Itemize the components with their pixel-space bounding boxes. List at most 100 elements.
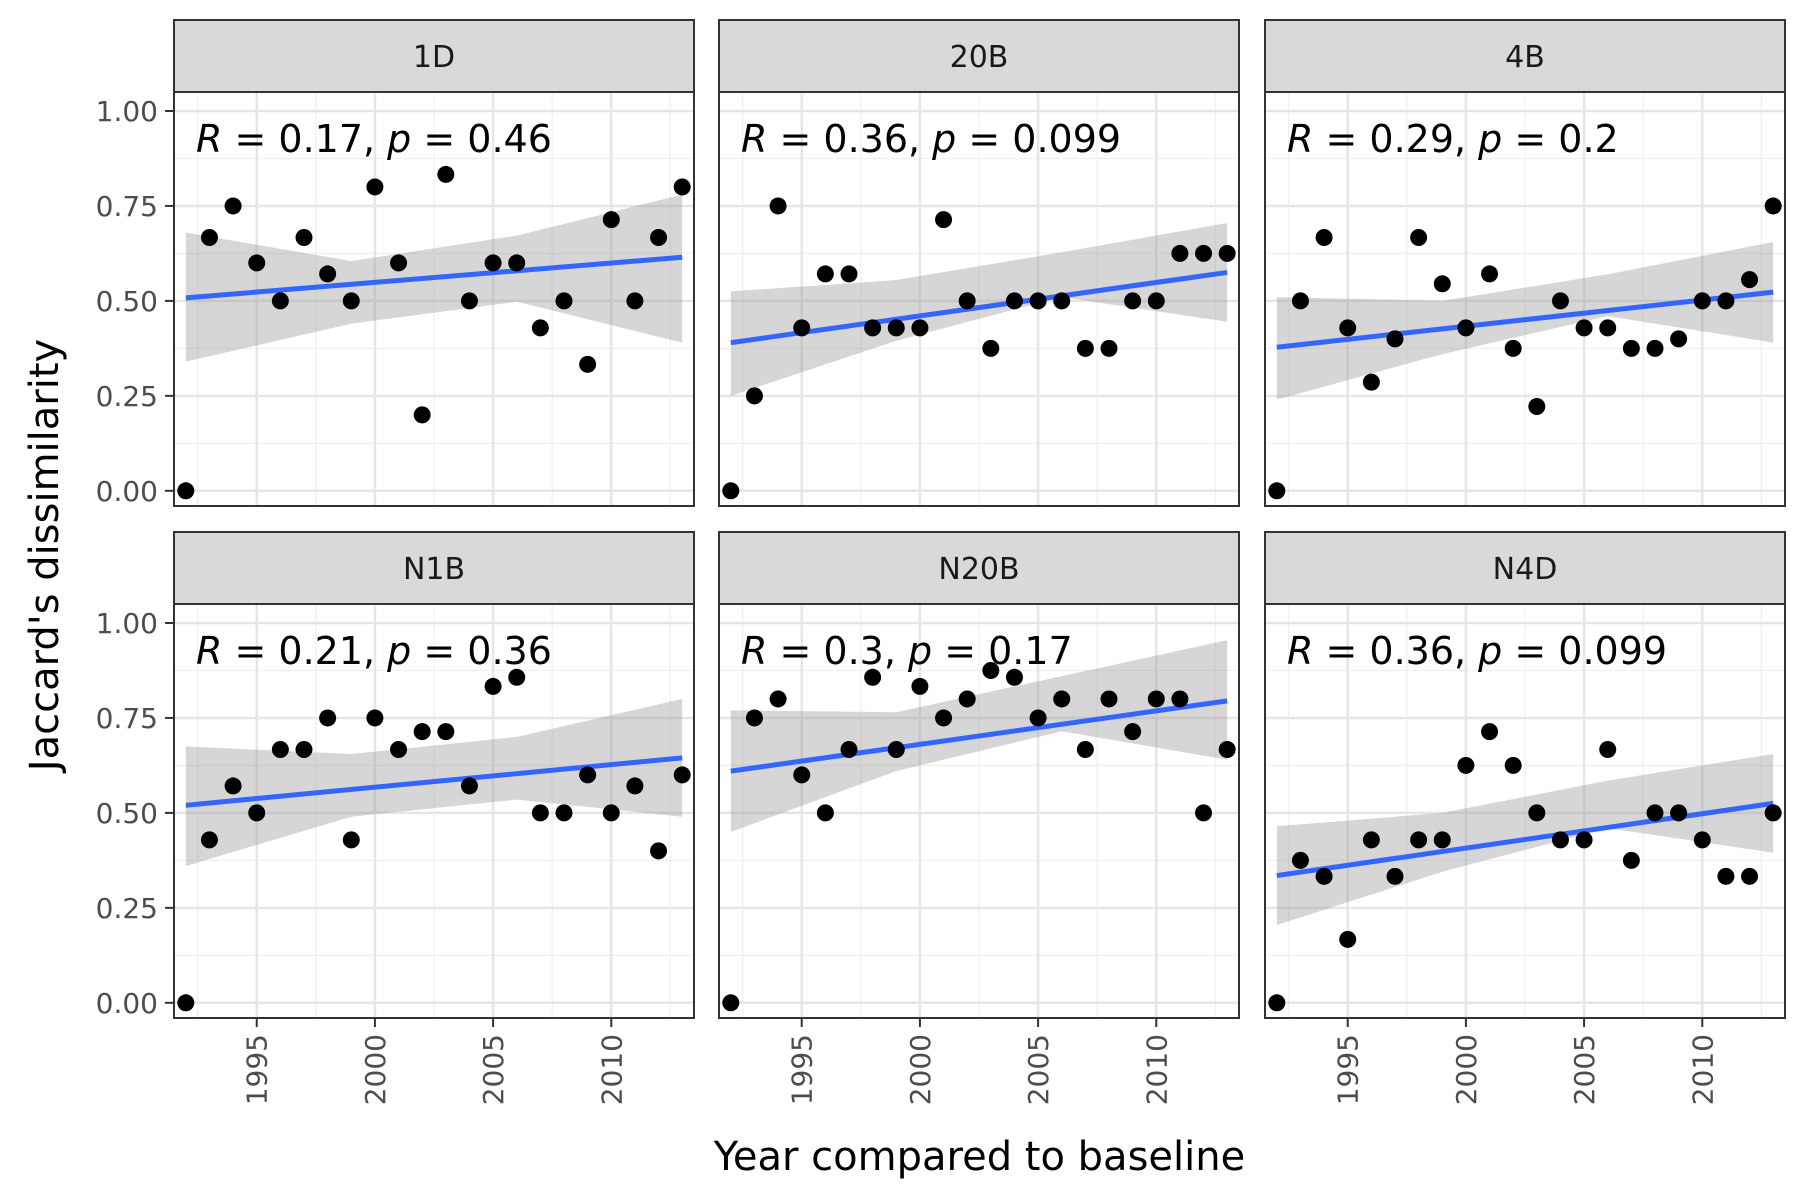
x-tick-label: 2000 (1450, 1034, 1483, 1105)
data-point (366, 709, 384, 727)
data-point (1291, 851, 1309, 869)
data-point (1575, 831, 1593, 849)
data-point (319, 265, 337, 283)
panel-4b: 4B R = 0.29, p = 0.2 (1264, 19, 1786, 507)
y-tick-label: 0.50 (96, 797, 158, 830)
data-point (769, 197, 787, 215)
annotation-value: = 0.2 (1502, 117, 1618, 161)
data-point (295, 740, 313, 758)
data-point (460, 777, 478, 795)
correlation-annotation: R = 0.17, p = 0.46 (196, 117, 552, 161)
data-point (1053, 690, 1071, 708)
y-tick-label: 0.00 (96, 475, 158, 508)
data-point (224, 777, 242, 795)
data-point (1029, 292, 1047, 310)
panel-n4d: N4D R = 0.36, p = 0.099 1995 2000 2005 2010 (1264, 531, 1786, 1105)
data-point (413, 406, 431, 424)
y-tick-label: 0.50 (96, 285, 158, 318)
x-tick-label: 2010 (595, 1034, 628, 1105)
data-point (1005, 292, 1023, 310)
data-point (342, 831, 360, 849)
annotation-value: = 0.36 (411, 629, 552, 673)
data-point (1481, 265, 1499, 283)
data-point (460, 292, 478, 310)
data-point (319, 709, 337, 727)
data-point (1124, 292, 1142, 310)
data-point (1218, 244, 1236, 262)
data-point (1268, 994, 1286, 1012)
data-point (864, 668, 882, 686)
data-point (1124, 723, 1142, 741)
annotation-value: = 0.36, (1313, 629, 1478, 673)
annotation-symbol: p (386, 117, 411, 161)
data-point (1195, 804, 1213, 822)
panel-n1b: N1B R = 0.21, p = 0.36 0.00 0.25 0.50 0.75 1.0… (96, 531, 695, 1105)
panel-20b: 20B R = 0.36, p = 0.099 (718, 19, 1240, 507)
data-point (390, 740, 408, 758)
data-point (555, 804, 573, 822)
data-point (840, 265, 858, 283)
facet-strip-label: N20B (938, 552, 1019, 587)
data-point (1670, 330, 1688, 348)
data-point (1741, 867, 1759, 885)
correlation-annotation: R = 0.3, p = 0.17 (741, 629, 1073, 673)
data-point (722, 994, 740, 1012)
data-point (1195, 244, 1213, 262)
data-point (271, 740, 289, 758)
data-point (1218, 740, 1236, 758)
data-point (650, 842, 668, 860)
data-point (1481, 723, 1499, 741)
annotation-symbol: R (196, 629, 222, 673)
panel-border (718, 603, 1240, 1019)
data-point (295, 228, 313, 246)
facet-strip-label: 4B (1505, 40, 1545, 75)
annotation-symbol: R (1287, 117, 1313, 161)
data-point (1386, 330, 1404, 348)
y-tick-label: 0.25 (96, 380, 158, 413)
annotation-symbol: p (386, 629, 411, 673)
data-point (864, 319, 882, 337)
data-point (1291, 292, 1309, 310)
data-point (958, 690, 976, 708)
data-point (745, 387, 763, 405)
data-point (531, 804, 549, 822)
annotation-symbol: p (907, 629, 932, 673)
data-point (1551, 292, 1569, 310)
data-point (1433, 275, 1451, 293)
panel-border (173, 91, 695, 507)
data-point (413, 723, 431, 741)
data-point (1410, 831, 1428, 849)
annotation-value: = 0.099 (956, 117, 1121, 161)
data-point (911, 319, 929, 337)
facet-strip (718, 531, 1240, 605)
x-tick-label: 2000 (904, 1034, 937, 1105)
y-tick-label: 0.00 (96, 987, 158, 1020)
data-point (1029, 709, 1047, 727)
data-point (1315, 228, 1333, 246)
x-tick-label: 2005 (1022, 1034, 1055, 1105)
data-point (1339, 319, 1357, 337)
annotation-value: = 0.17, (222, 117, 387, 161)
data-point (437, 723, 455, 741)
data-point (887, 319, 905, 337)
data-point (1622, 851, 1640, 869)
data-point (200, 831, 218, 849)
data-point (1100, 690, 1118, 708)
data-point (484, 677, 502, 695)
panel-border (1264, 603, 1786, 1019)
annotation-symbol: p (931, 117, 956, 161)
data-point (1147, 690, 1165, 708)
data-point (958, 292, 976, 310)
annotation-value: = 0.3, (767, 629, 908, 673)
annotation-value: = 0.17 (932, 629, 1073, 673)
x-axis-title: Year compared to baseline (713, 1134, 1245, 1180)
annotation-symbol: p (1477, 629, 1502, 673)
data-point (1339, 930, 1357, 948)
facet-strip-label: 1D (413, 40, 455, 75)
data-point (1147, 292, 1165, 310)
annotation-symbol: R (196, 117, 222, 161)
data-point (1551, 831, 1569, 849)
correlation-annotation: R = 0.36, p = 0.099 (1287, 629, 1667, 673)
